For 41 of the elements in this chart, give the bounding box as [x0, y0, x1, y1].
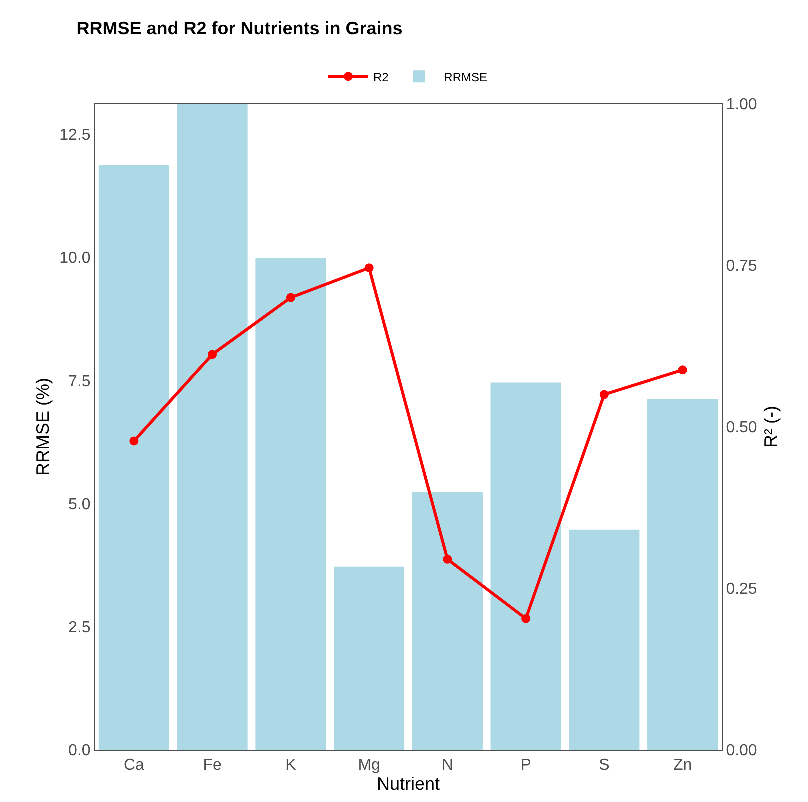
- bar: [490, 382, 562, 750]
- x-axis-title: Nutrient: [376, 774, 440, 794]
- y-tick-label: 2.5: [68, 620, 91, 637]
- point: [678, 366, 688, 375]
- bar: [412, 492, 483, 750]
- legend-label: RRMSE: [444, 70, 488, 84]
- bar: [569, 530, 640, 750]
- y-axis-title: RRMSE (%): [33, 378, 53, 476]
- x-tick-label: Fe: [203, 757, 222, 774]
- y2-tick-label: 0.50: [726, 420, 758, 437]
- y2-tick-label: 0.00: [726, 742, 758, 760]
- point: [364, 264, 374, 273]
- x-tick-label: Ca: [124, 757, 145, 774]
- bar: [98, 165, 170, 750]
- x-tick-label: Zn: [673, 757, 692, 774]
- point: [286, 293, 296, 302]
- point: [130, 436, 139, 446]
- bar: [256, 258, 326, 750]
- y2-tick-label: 0.75: [726, 258, 758, 276]
- y-tick-label: 0.0: [68, 742, 91, 760]
- chart-title: RRMSE and R2 for Nutrients in Grains: [76, 18, 403, 38]
- x-tick-label: N: [442, 757, 454, 774]
- y2-tick-label: 1.00: [726, 96, 758, 114]
- x-tick-label: P: [520, 757, 532, 774]
- y-tick-label: 10.0: [60, 250, 91, 268]
- x-tick-label: K: [286, 757, 297, 774]
- y-tick-label: 5.0: [68, 496, 91, 514]
- x-tick-label: Mg: [358, 757, 380, 774]
- point: [522, 614, 531, 624]
- x-tick-label: S: [599, 757, 610, 774]
- point: [600, 390, 609, 400]
- legend-label: R2: [374, 70, 390, 84]
- y2-tick-label: 0.25: [726, 581, 758, 598]
- bar: [334, 566, 405, 750]
- point: [208, 350, 218, 360]
- y-tick-label: 12.5: [60, 127, 91, 144]
- point: [443, 554, 452, 564]
- bar: [177, 104, 248, 750]
- bar: [648, 399, 718, 750]
- y-tick-label: 7.5: [68, 373, 91, 390]
- y2-axis-title: R² (-): [761, 406, 781, 448]
